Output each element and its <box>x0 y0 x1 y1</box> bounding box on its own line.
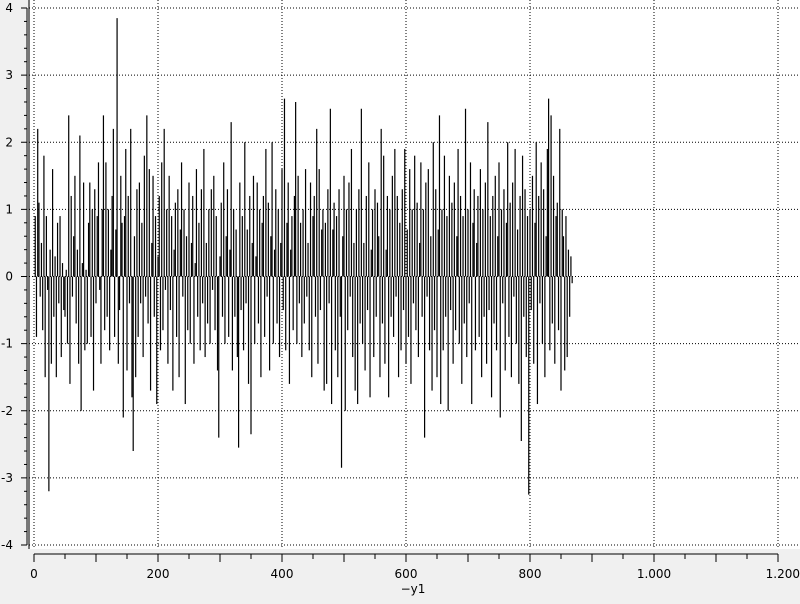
y-tick-label: -3 <box>1 471 13 485</box>
y-axis: -4 -3 -2 -1 0 1 2 3 4 <box>1 1 28 552</box>
legend-y1: −y1 <box>401 582 426 596</box>
y-tick-label: 2 <box>5 135 13 149</box>
y-tick-label: 3 <box>5 68 13 82</box>
y-tick-label: 4 <box>5 1 13 15</box>
x-axis: 0 200 400 600 800 1.000 1.200 <box>30 553 800 581</box>
series-y1 <box>34 18 573 495</box>
x-tick-label: 0 <box>30 567 38 581</box>
x-tick-label: 600 <box>395 567 418 581</box>
x-tick-label: 1.000 <box>637 567 671 581</box>
y-tick-label: -4 <box>1 538 13 552</box>
x-tick-label: 800 <box>519 567 542 581</box>
x-tick-label: 400 <box>271 567 294 581</box>
y-tick-label: 0 <box>5 270 13 284</box>
x-tick-label: 200 <box>147 567 170 581</box>
x-tick-label: 1.200 <box>766 567 800 581</box>
grid <box>29 0 800 549</box>
y-tick-label: -2 <box>1 404 13 418</box>
y-tick-label: -1 <box>1 337 13 351</box>
y-tick-label: 1 <box>5 202 13 216</box>
